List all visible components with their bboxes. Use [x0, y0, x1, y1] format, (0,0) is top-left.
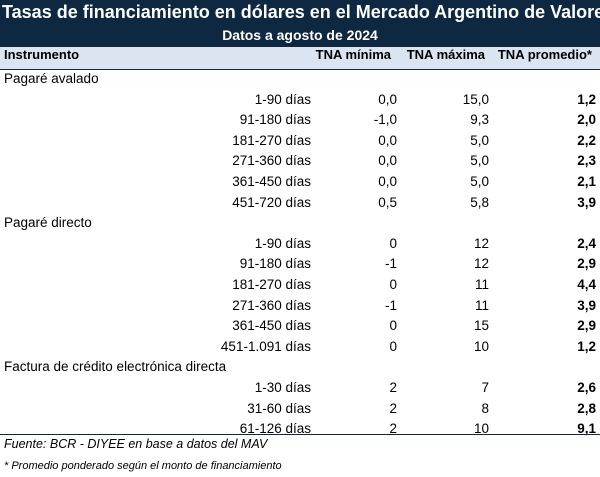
term-cell: 91-180 días — [239, 256, 311, 272]
min-cell: 0 — [389, 235, 397, 251]
avg-cell: 2,1 — [577, 173, 596, 189]
max-cell: 12 — [473, 235, 489, 251]
min-cell: -1,0 — [373, 112, 397, 128]
table-row: 31-60 días 2 8 2,8 — [0, 399, 600, 420]
table-row: 271-360 días -1 11 3,9 — [0, 296, 600, 317]
table-row: 361-450 días 0,0 5,0 2,1 — [0, 172, 600, 193]
avg-cell: 2,4 — [577, 235, 596, 251]
max-cell: 11 — [474, 297, 489, 313]
min-cell: 0 — [389, 318, 397, 334]
term-cell: 91-180 días — [239, 112, 311, 128]
min-cell: -1 — [384, 297, 397, 313]
max-cell: 8 — [481, 400, 489, 416]
term-cell: 31-60 días — [247, 400, 311, 416]
min-cell: -1 — [384, 256, 397, 272]
table-row: 61-126 días 2 10 9,1 — [0, 419, 600, 440]
min-cell: 0 — [389, 276, 397, 292]
term-cell: 181-270 días — [232, 132, 311, 148]
table-row: 1-90 días 0,0 15,0 1,2 — [0, 90, 600, 111]
title-bar: Tasas de financiamiento en dólares en el… — [0, 0, 600, 47]
table-row: 361-450 días 0 15 2,9 — [0, 316, 600, 337]
term-cell: 451-720 días — [232, 194, 311, 210]
footnote: * Promedio ponderado según el monto de f… — [4, 460, 282, 472]
group-row: Pagaré directo — [0, 213, 600, 234]
max-cell: 5,0 — [470, 153, 489, 169]
max-cell: 10 — [473, 338, 489, 354]
max-cell: 11 — [474, 276, 489, 292]
term-cell: 361-450 días — [232, 318, 311, 334]
avg-cell: 2,8 — [577, 400, 596, 416]
column-header-avg: TNA promedio* — [497, 47, 592, 62]
table-row: 1-30 días 2 7 2,6 — [0, 378, 600, 399]
table-row: 181-270 días 0,0 5,0 2,2 — [0, 131, 600, 152]
min-cell: 0,0 — [378, 153, 397, 169]
table-body: Pagaré avalado 1-90 días 0,0 15,0 1,2 91-180 … — [0, 69, 600, 440]
table-row: 91-180 días -1,0 9,3 2,0 — [0, 110, 600, 131]
table-header: Instrumento TNA mínima TNA máxima TNA pr… — [0, 47, 600, 70]
column-header-min: TNA mínima — [315, 47, 391, 62]
table-row: 271-360 días 0,0 5,0 2,3 — [0, 151, 600, 172]
term-cell: 1-30 días — [254, 379, 311, 395]
min-cell: 2 — [389, 379, 397, 395]
max-cell: 5,0 — [470, 173, 489, 189]
avg-cell: 2,3 — [577, 153, 596, 169]
group-row: Pagaré avalado — [0, 69, 600, 90]
max-cell: 15 — [473, 318, 489, 334]
avg-cell: 4,4 — [577, 276, 596, 292]
column-header-max: TNA máxima — [406, 47, 485, 62]
term-cell: 361-450 días — [232, 173, 311, 189]
term-cell: 451-1.091 días — [220, 338, 311, 354]
avg-cell: 2,0 — [577, 112, 596, 128]
table-row: 91-180 días -1 12 2,9 — [0, 254, 600, 275]
term-cell: 61-126 días — [239, 421, 311, 437]
max-cell: 7 — [481, 379, 489, 395]
term-cell: 271-360 días — [232, 153, 311, 169]
table-row: 181-270 días 0 11 4,4 — [0, 275, 600, 296]
group-label: Pagaré avalado — [4, 71, 99, 86]
min-cell: 0,0 — [378, 173, 397, 189]
group-label: Factura de crédito electrónica directa — [4, 359, 227, 375]
group-row: Factura de crédito electrónica directa — [0, 357, 600, 378]
term-cell: 271-360 días — [232, 297, 311, 313]
max-cell: 5,8 — [470, 194, 489, 210]
avg-cell: 2,6 — [577, 379, 596, 395]
avg-cell: 3,9 — [577, 194, 596, 210]
column-header-instrument: Instrumento — [4, 47, 80, 62]
max-cell: 10 — [473, 421, 489, 437]
avg-cell: 1,2 — [577, 338, 596, 354]
avg-cell: 2,2 — [577, 132, 596, 148]
avg-cell: 2,9 — [577, 256, 596, 272]
min-cell: 2 — [389, 421, 397, 437]
term-cell: 1-90 días — [254, 235, 311, 251]
avg-cell: 3,9 — [577, 297, 596, 313]
table-row: 1-90 días 0 12 2,4 — [0, 234, 600, 255]
max-cell: 15,0 — [462, 91, 489, 107]
min-cell: 0,0 — [378, 91, 397, 107]
min-cell: 0,0 — [378, 132, 397, 148]
min-cell: 0 — [389, 338, 397, 354]
term-cell: 1-90 días — [254, 91, 311, 107]
max-cell: 12 — [473, 256, 489, 272]
source-note: Fuente: BCR - DIYEE en base a datos del … — [4, 437, 268, 451]
page-title: Tasas de financiamiento en dólares en el… — [2, 2, 600, 22]
avg-cell: 9,1 — [577, 421, 596, 437]
page-subtitle: Datos a agosto de 2024 — [222, 27, 378, 43]
table-row: 451-1.091 días 0 10 1,2 — [0, 337, 600, 358]
max-cell: 5,0 — [470, 132, 489, 148]
group-label: Pagaré directo — [4, 215, 92, 231]
term-cell: 181-270 días — [232, 276, 311, 292]
table-bottom-rule — [0, 434, 600, 435]
max-cell: 9,3 — [470, 112, 489, 128]
avg-cell: 1,2 — [577, 91, 596, 107]
avg-cell: 2,9 — [577, 318, 596, 334]
min-cell: 2 — [389, 400, 397, 416]
min-cell: 0,5 — [378, 194, 397, 210]
table-row: 451-720 días 0,5 5,8 3,9 — [0, 193, 600, 214]
